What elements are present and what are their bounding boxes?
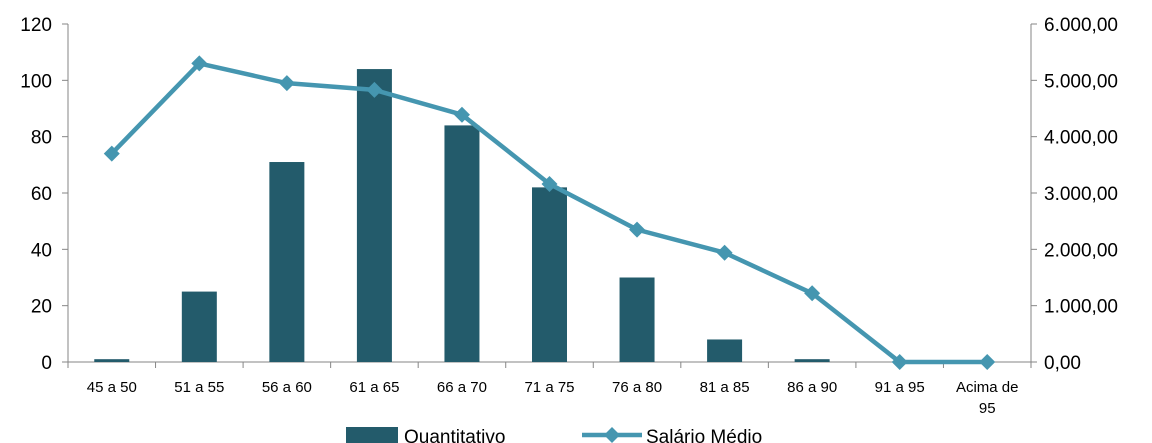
x-category-label: 76 a 80 [612, 379, 662, 396]
bar [181, 291, 217, 362]
line-point-marker [453, 106, 470, 123]
bar [794, 359, 830, 362]
x-category-label: 61 a 65 [349, 379, 399, 396]
x-category-label: 71 a 75 [524, 379, 574, 396]
line-point-marker [716, 244, 733, 261]
line-point-marker [366, 81, 383, 98]
x-category-label: 45 a 50 [87, 379, 137, 396]
y-right-tick-label: 6.000,00 [1044, 15, 1118, 36]
y-left-tick-label: 80 [31, 128, 52, 149]
x-category-label: 91 a 95 [875, 379, 925, 396]
line-point-marker [804, 285, 821, 302]
y-right-tick-label: 1.000,00 [1044, 297, 1118, 318]
line-point-marker [629, 221, 646, 238]
legend-label-quantitativo: Quantitativo [404, 427, 505, 443]
x-category-label: 86 a 90 [787, 379, 837, 396]
bar [356, 69, 392, 363]
x-category-label: 66 a 70 [437, 379, 487, 396]
legend-marker-salario-medio [604, 427, 620, 443]
bar [532, 187, 567, 362]
axes: 0 20 40 60 80 100 120 0,00 1.000,00 2.000,00 3.000… [20, 15, 1118, 417]
y-left-tick-label: 20 [31, 297, 52, 318]
line-point-marker [278, 75, 295, 92]
y-right-tick-label: 0,00 [1044, 353, 1081, 374]
line-point-marker [103, 145, 120, 162]
line-point-marker [191, 55, 208, 72]
y-left-tick-label: 100 [20, 71, 52, 92]
line-point-marker [979, 354, 996, 370]
y-right-tick-label: 4.000,00 [1044, 128, 1118, 149]
x-category-label: 95 [979, 400, 996, 417]
y-left-tick-label: 40 [31, 240, 52, 261]
x-category-label: 51 a 55 [174, 379, 224, 396]
x-category-label: 56 a 60 [262, 379, 312, 396]
bar [94, 359, 130, 362]
bar [269, 162, 305, 362]
legend: Quantitativo Salário Médio [346, 427, 762, 443]
y-right-tick-label: 3.000,00 [1044, 184, 1118, 205]
y-left-tick-label: 120 [20, 15, 52, 36]
bar-series-quantitativo [94, 69, 830, 363]
legend-label-salario-medio: Salário Médio [646, 427, 762, 443]
y-right-tick-label: 5.000,00 [1044, 71, 1118, 92]
x-category-label: Acima de [956, 379, 1019, 396]
line-series-salario-medio [103, 55, 996, 370]
y-left-tick-label: 60 [31, 184, 52, 205]
bar [444, 125, 480, 363]
bar [619, 277, 655, 362]
line-point-marker [891, 354, 908, 370]
y-right-tick-label: 2.000,00 [1044, 240, 1118, 261]
line-point-marker [541, 175, 558, 192]
bar [707, 339, 743, 362]
legend-swatch-quantitativo [346, 427, 398, 443]
y-left-tick-label: 0 [41, 353, 52, 374]
x-category-label: 81 a 85 [700, 379, 750, 396]
